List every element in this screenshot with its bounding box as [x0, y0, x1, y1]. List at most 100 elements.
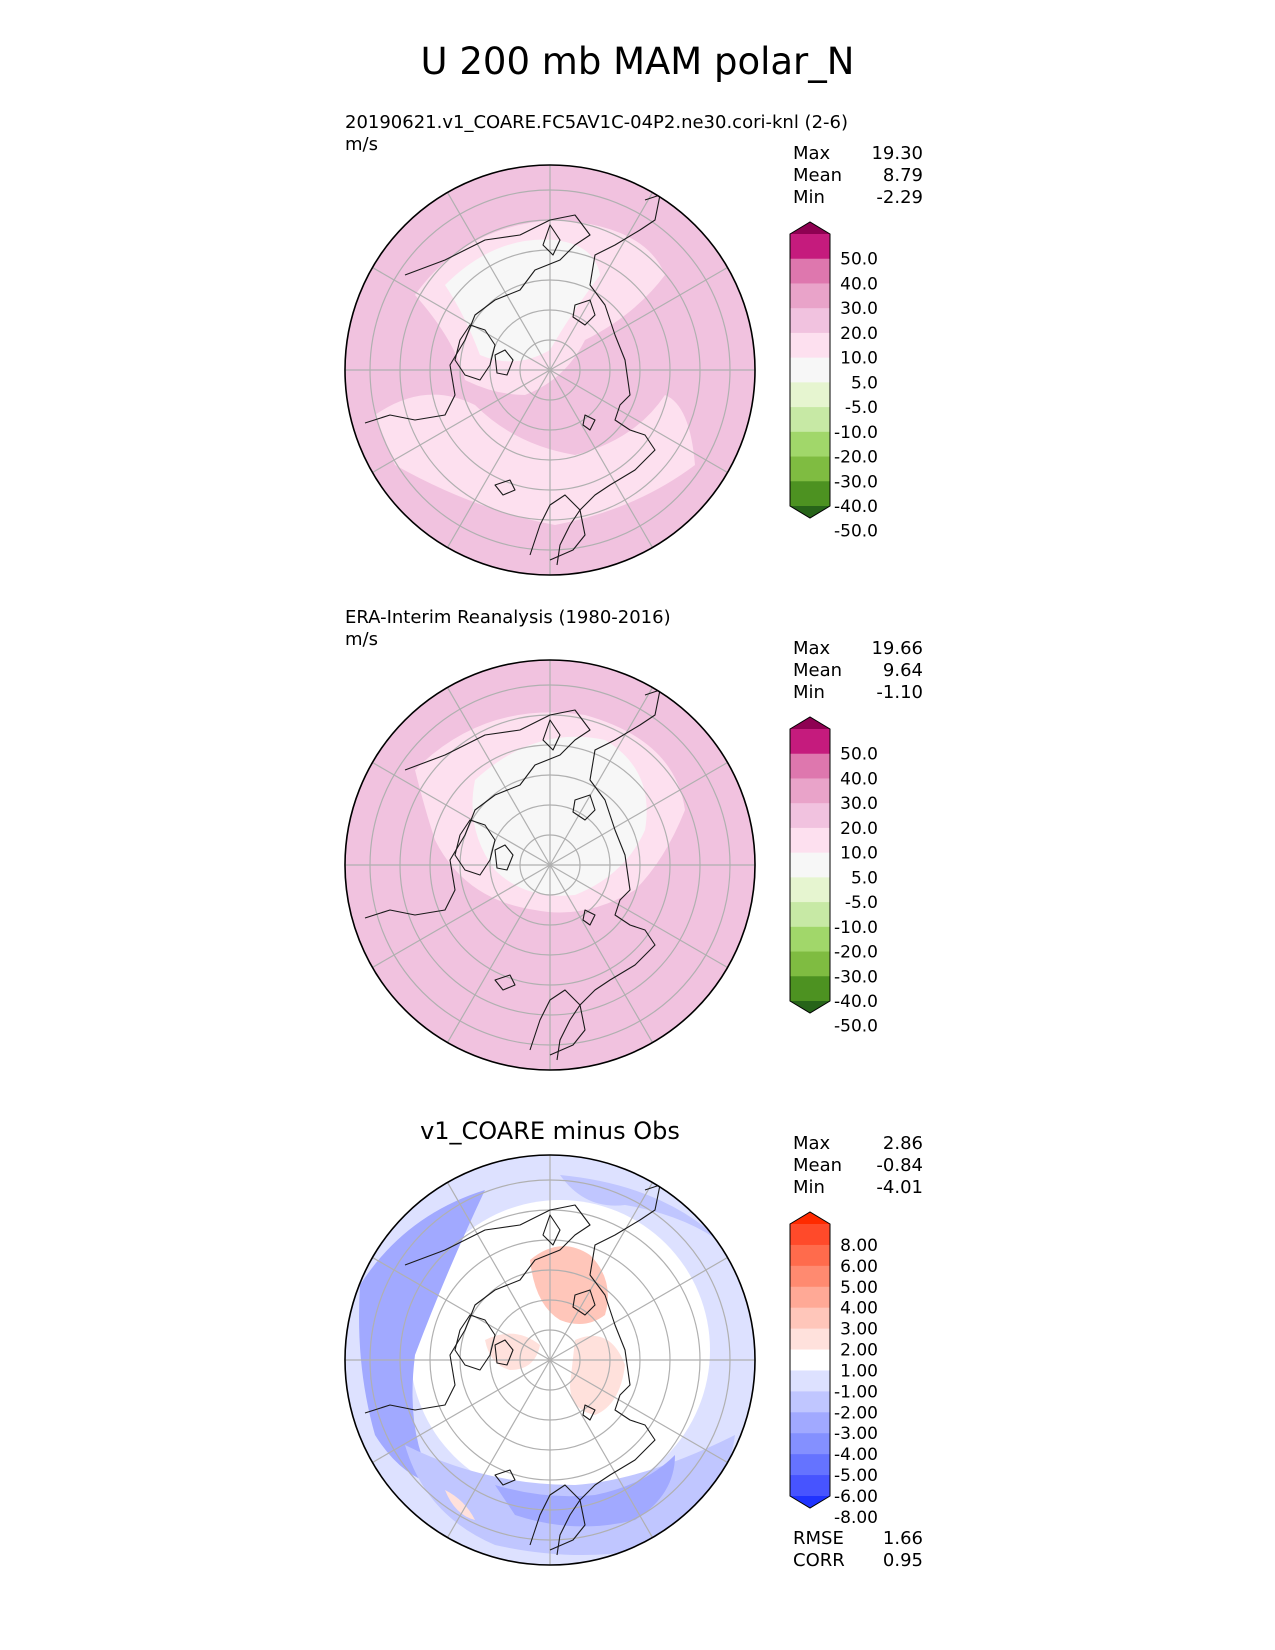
colorbar-tick-label: -2.00 [834, 1403, 878, 1423]
coastline [542, 224, 561, 256]
panel-2-title: ERA-Interim Reanalysis (1980-2016) m/s [345, 607, 671, 651]
colorbar-segment [790, 877, 830, 903]
panel-2-stats: Max 19.66 Mean 9.64 Min -1.10 [793, 638, 923, 704]
coastline [529, 989, 586, 1056]
longitude-gridline [372, 1256, 551, 1361]
colorbar-segment [790, 926, 830, 953]
colorbar-tick-label: -5.0 [845, 398, 878, 418]
coastline [529, 1484, 586, 1551]
colorbar-segment [790, 1475, 830, 1497]
colorbar-outline [789, 1211, 831, 1509]
coastline [494, 1469, 516, 1486]
coastline [494, 974, 516, 991]
colorbar-tick-label: 5.0 [851, 868, 878, 888]
colorbar-tick-label: 40.0 [840, 769, 878, 789]
colorbar-tick-label: 10.0 [840, 349, 878, 369]
longitude-gridline [446, 687, 551, 866]
colorbar-segment [790, 729, 830, 755]
colorbar-tick-label: 4.00 [840, 1299, 878, 1319]
longitude-gridline [549, 761, 728, 866]
longitude-gridline [372, 369, 551, 474]
panel-1-colorbar: 50.0 40.0 30.0 20.0 10.0 5.0 -5.0 -10.0 -20.0 -30… [789, 221, 878, 542]
panel-3-stats: Max 2.86 Mean -0.84 Min -4.01 [793, 1133, 923, 1199]
colorbar-segment [790, 308, 830, 334]
longitude-gridline [549, 1359, 728, 1464]
colorbar-tick-label: -3.00 [834, 1424, 878, 1444]
colorbar-tick-label: -30.0 [834, 967, 878, 987]
longitude-gridline [549, 1256, 728, 1361]
colorbar-extend-min [790, 1496, 830, 1508]
coastline [572, 299, 596, 326]
coastline [542, 1214, 561, 1246]
longitude-gridline [549, 266, 728, 371]
colorbar-tick-label: -20.0 [834, 943, 878, 963]
coastline [529, 494, 586, 561]
contour-region [472, 736, 647, 896]
longitude-gridline [549, 369, 728, 474]
map-contents [345, 1155, 755, 1565]
colorbar-tick-label: 5.0 [851, 373, 878, 393]
colorbar-segment [790, 1307, 830, 1330]
colorbar-segment [790, 431, 830, 458]
colorbar-segment [790, 1412, 830, 1434]
stat-row: Mean 9.64 [793, 660, 923, 681]
colorbar-tick-label: 30.0 [840, 794, 878, 814]
map-contents [345, 165, 755, 575]
colorbar-outline [789, 716, 831, 1014]
map-boundary [344, 164, 756, 576]
colorbar-segment [790, 456, 830, 482]
colorbar-extend-min [790, 1001, 830, 1013]
panel-1-title: 20190621.v1_COARE.FC5AV1C-04P2.ne30.cori… [345, 112, 848, 156]
longitude-gridline [446, 1182, 551, 1361]
coastline [556, 194, 661, 566]
coastline [556, 689, 661, 1061]
panel-3-metrics: RMSE 1.66 CORR 0.95 [793, 1528, 923, 1572]
longitude-gridline [549, 1182, 654, 1361]
coastline [454, 1314, 496, 1371]
panel-3-title: v1_COARE minus Obs [420, 1117, 680, 1145]
contour-region [495, 1455, 675, 1527]
longitude-gridline [549, 1359, 654, 1538]
colorbar-tick-label: 30.0 [840, 299, 878, 319]
metric-row: CORR 0.95 [793, 1550, 923, 1571]
longitude-gridline [446, 1359, 551, 1538]
colorbar-tick-label: -20.0 [834, 448, 878, 468]
colorbar-extend-max [790, 717, 830, 729]
coastline [572, 794, 596, 821]
longitude-gridline [446, 192, 551, 371]
colorbar-segment [790, 234, 830, 260]
colorbar-segment [790, 1244, 830, 1267]
longitude-gridline [372, 864, 551, 969]
coastline [582, 414, 596, 431]
coastline [494, 1339, 514, 1366]
colorbar-segment [790, 1286, 830, 1309]
longitude-gridline [549, 369, 654, 548]
stat-row: Max 19.66 [793, 638, 923, 659]
coastline [572, 1289, 596, 1316]
colorbar-segment [790, 382, 830, 408]
coastline [454, 324, 496, 381]
colorbar-tick-label: -6.00 [834, 1487, 878, 1507]
colorbar-tick-label: -5.0 [845, 893, 878, 913]
stat-row: Mean 8.79 [793, 165, 923, 186]
longitude-gridline [549, 192, 654, 371]
colorbar-tick-label: 20.0 [840, 819, 878, 839]
coastline [494, 844, 514, 871]
colorbar-segment [790, 827, 830, 854]
colorbar-tick-label: 40.0 [840, 274, 878, 294]
colorbar-segment [790, 357, 830, 383]
colorbar-segment [790, 258, 830, 284]
longitude-gridline [372, 266, 551, 371]
colorbar-extend-max [790, 1212, 830, 1224]
colorbar-segment [790, 902, 830, 928]
colorbar-tick-label: -50.0 [834, 1017, 878, 1037]
map-boundary [344, 659, 756, 1071]
coastline [364, 709, 591, 919]
coastline [542, 719, 561, 751]
colorbar-tick-label: -5.00 [834, 1466, 878, 1486]
colorbar-tick-label: 50.0 [840, 745, 878, 765]
colorbar-segment [790, 852, 830, 878]
longitude-gridline [446, 864, 551, 1043]
colorbar-tick-label: 2.00 [840, 1341, 878, 1361]
contour-region [445, 1490, 475, 1520]
